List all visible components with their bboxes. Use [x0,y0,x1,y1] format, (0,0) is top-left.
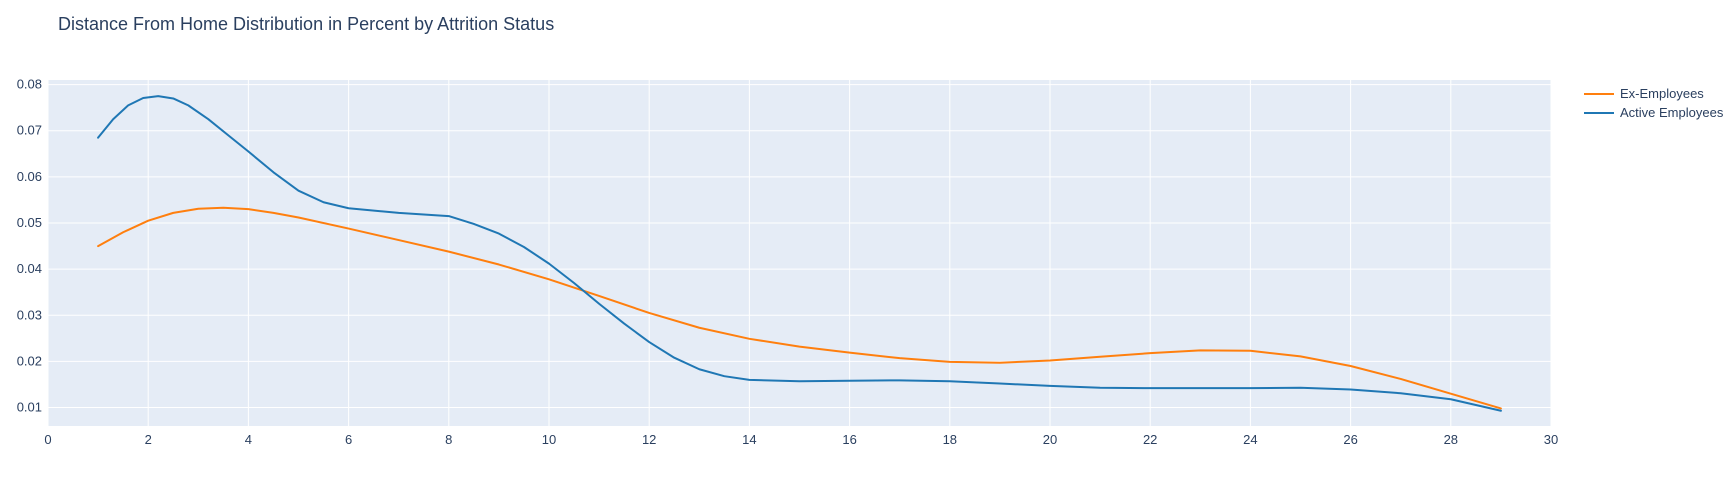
series-line-active-employees [97,95,1502,412]
y-tick-label-5: 0.06 [17,169,42,184]
x-tick-label-12: 24 [1243,432,1257,447]
x-tick-label-8: 16 [842,432,856,447]
chart-title: Distance From Home Distribution in Perce… [58,14,554,34]
x-tick-label-4: 8 [445,432,452,447]
y-tick-label-4: 0.05 [17,215,42,230]
series-lines [97,95,1502,412]
y-tick-label-2: 0.03 [17,307,42,322]
y-tick-label-3: 0.04 [17,261,42,276]
legend-item-active-employees[interactable]: Active Employees [1584,105,1724,120]
legend-label: Active Employees [1620,105,1724,120]
x-tick-label-15: 30 [1544,432,1558,447]
plot-area [48,80,1551,426]
legend-label: Ex-Employees [1620,86,1704,101]
x-tick-label-11: 22 [1143,432,1157,447]
legend-item-ex-employees[interactable]: Ex-Employees [1584,86,1704,101]
x-tick-label-10: 20 [1043,432,1057,447]
x-tick-label-0: 0 [44,432,51,447]
y-tick-label-1: 0.02 [17,353,42,368]
x-tick-label-14: 28 [1444,432,1458,447]
x-tick-label-3: 6 [345,432,352,447]
x-tick-label-1: 2 [145,432,152,447]
x-tick-label-9: 18 [943,432,957,447]
x-tick-label-5: 10 [542,432,556,447]
y-tick-label-6: 0.07 [17,123,42,138]
x-tick-label-2: 4 [245,432,252,447]
grid-lines [47,80,1552,426]
y-tick-label-0: 0.01 [17,400,42,415]
plot-background [48,80,1551,426]
legend[interactable]: Ex-Employees Active Employees [1584,86,1724,120]
x-tick-label-7: 14 [742,432,756,447]
y-axis-ticks: 0.01 0.02 0.03 0.04 0.05 0.06 0.07 0.08 [17,77,42,415]
x-axis-ticks: 0 2 4 6 8 10 12 14 16 18 20 22 24 26 28 30 [44,432,1558,447]
y-tick-label-7: 0.08 [17,77,42,92]
x-tick-label-13: 26 [1343,432,1357,447]
series-line-ex-employees [97,206,1502,410]
x-tick-label-6: 12 [642,432,656,447]
